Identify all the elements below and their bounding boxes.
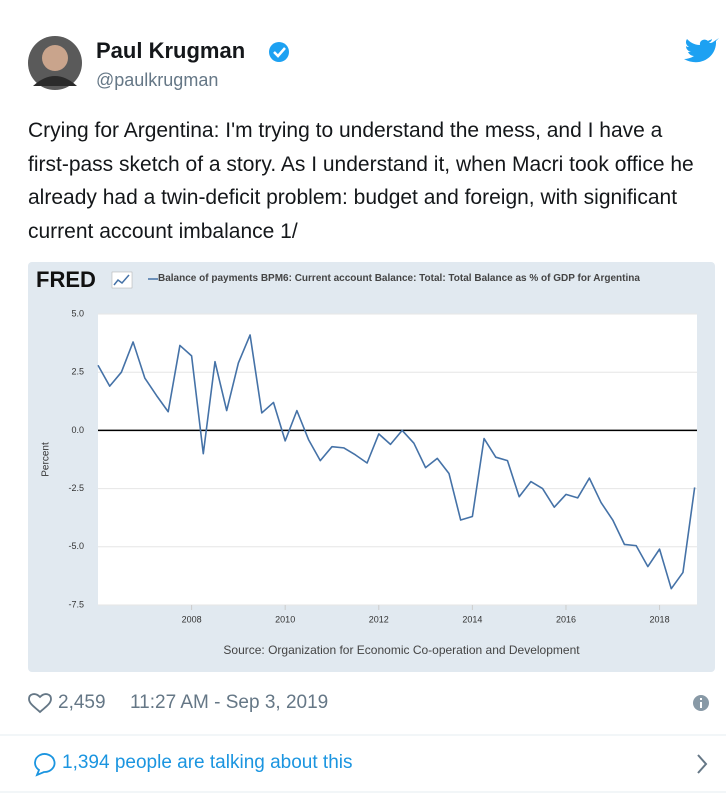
verified-check	[273, 47, 286, 58]
y-tick-label: 0.0	[71, 425, 84, 435]
fred-logo: FRED	[36, 267, 96, 292]
avatar-shoulders	[33, 76, 77, 86]
x-tick-label: 2012	[369, 614, 389, 624]
chart: FRED 5.0 2.5 0.0 -2.5 -5.0 -7.5 2008 2010 2012 20…	[36, 267, 697, 657]
like-icon[interactable]	[28, 693, 52, 714]
y-tick-label: 2.5	[71, 367, 84, 377]
comment-icon	[34, 753, 56, 777]
y-tick-label: -2.5	[68, 483, 84, 493]
logo-icon-line	[113, 274, 130, 286]
x-tick-label: 2008	[182, 614, 202, 624]
chart-card[interactable]: FRED 5.0 2.5 0.0 -2.5 -5.0 -7.5 2008 2010 2012 20…	[28, 262, 715, 672]
x-tick-label: 2010	[275, 614, 295, 624]
info-glyph	[700, 702, 702, 708]
like-count[interactable]: 2,459	[58, 692, 106, 713]
author-name[interactable]: Paul Krugman	[96, 38, 246, 63]
conversation-link[interactable]: 1,394 people are talking about this	[62, 752, 353, 773]
plot-area	[98, 314, 697, 605]
tweet-text: Crying for Argentina: I'm trying to unde…	[28, 119, 694, 243]
y-tick-label: -7.5	[68, 599, 84, 609]
twitter-logo[interactable]	[684, 38, 719, 63]
series-line	[97, 334, 696, 590]
info-glyph	[700, 698, 702, 700]
timestamp[interactable]: 11:27 AM - Sep 3, 2019	[130, 692, 329, 713]
x-tick-label: 2018	[650, 614, 670, 624]
chevron[interactable]	[697, 754, 708, 774]
y-tick-label: 5.0	[71, 308, 84, 318]
legend-entry: Balance of payments BPM6: Current accoun…	[158, 273, 640, 284]
author-handle[interactable]: @paulkrugman	[96, 70, 219, 90]
y-axis-label: Percent	[41, 442, 52, 477]
avatar-face	[42, 45, 68, 71]
x-tick-label: 2016	[556, 614, 576, 624]
logo-icon	[111, 271, 133, 289]
x-tick-label: 2014	[462, 614, 482, 624]
verified-badge	[269, 42, 289, 62]
source-note: Source: Organization for Economic Co-ope…	[223, 643, 580, 657]
y-tick-label: -5.0	[68, 541, 84, 551]
